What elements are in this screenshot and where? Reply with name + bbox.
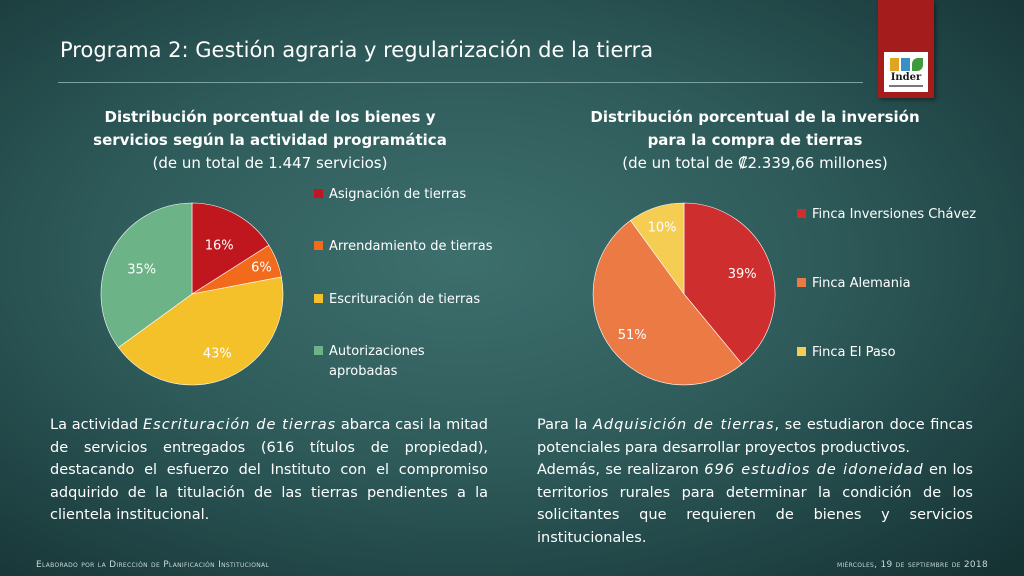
logo-glyph-blue	[900, 57, 910, 71]
left-chart-title-line3: (de un total de 1.447 servicios)	[152, 154, 388, 172]
left-pie-label-3: 43%	[203, 346, 232, 361]
left-legend-text-1: Asignación de tierras	[329, 187, 467, 202]
left-pie-label-2: 6%	[251, 261, 272, 276]
left-chart-title: Distribución porcentual de los bienes y …	[70, 106, 470, 175]
left-description-emphasis: Escrituración de tierras	[143, 417, 337, 433]
title-divider	[58, 82, 863, 83]
right-description-emphasis2: 696 estudios de idoneidad	[704, 462, 924, 478]
right-chart-title-line2: para la compra de tierras	[647, 131, 863, 149]
left-legend-swatch-2	[314, 241, 323, 250]
left-chart-title-line1: Distribución porcentual de los bienes y	[104, 108, 436, 126]
left-pie-slice-1	[191, 202, 270, 295]
right-description-text3: Además, se realizaron	[537, 462, 705, 478]
right-description-text2: , se estudiaron doce fincas potenciales …	[537, 417, 973, 456]
right-pie-label-1: 39%	[728, 267, 757, 282]
right-legend-swatch-3	[797, 347, 806, 356]
left-legend-item-3: Escrituración de tierras	[314, 290, 480, 310]
left-description-text2: abarca casi la mitad de servicios entreg…	[50, 417, 488, 523]
right-legend-item-1: Finca Inversiones Chávez	[797, 205, 976, 225]
left-legend-swatch-1	[314, 189, 323, 198]
right-chart-title: Distribución porcentual de la inversión …	[555, 106, 955, 175]
left-pie-label-1: 16%	[205, 239, 234, 254]
right-pie-label-3: 10%	[648, 220, 677, 235]
logo-underline	[889, 84, 923, 87]
right-legend-text-2: Finca Alemania	[812, 276, 911, 291]
right-description-paragraph2: Además, se realizaron 696 estudios de id…	[537, 459, 973, 549]
right-description-paragraph1: Para la Adquisición de tierras, se estud…	[537, 414, 973, 459]
left-pie-slice-4	[100, 202, 193, 348]
left-legend-item-2: Arrendamiento de tierras	[314, 237, 493, 257]
slide-title: Programa 2: Gestión agraria y regulariza…	[60, 38, 654, 62]
logo-glyph-yellow	[889, 57, 899, 71]
left-legend-item-1: Asignación de tierras	[314, 185, 466, 205]
right-legend-swatch-2	[797, 278, 806, 287]
left-legend-text-4: Autorizaciones aprobadas	[329, 344, 425, 379]
right-legend-swatch-1	[797, 209, 806, 218]
left-legend-swatch-3	[314, 294, 323, 303]
right-description-emphasis1: Adquisición de tierras	[592, 417, 775, 433]
left-description: La actividad Escrituración de tierras ab…	[50, 414, 488, 527]
right-legend-text-1: Finca Inversiones Chávez	[812, 207, 977, 222]
right-legend-item-2: Finca Alemania	[797, 274, 911, 294]
right-legend-text-3: Finca El Paso	[812, 345, 896, 360]
right-chart-title-line1: Distribución porcentual de la inversión	[590, 108, 920, 126]
right-description-text4: en los territorios rurales para determin…	[537, 462, 973, 546]
right-pie-chart: 39% 51% 10%	[592, 202, 776, 386]
logo-tab: Inder	[878, 0, 934, 98]
left-legend-text-2: Arrendamiento de tierras	[329, 239, 493, 254]
left-description-text1: La actividad	[50, 417, 143, 433]
right-legend-item-3: Finca El Paso	[797, 343, 896, 363]
right-pie-label-2: 51%	[618, 328, 647, 343]
logo-text: Inder	[890, 71, 922, 83]
footer-date: miércoles, 19 de septiembre de 2018	[836, 560, 988, 570]
left-pie-slice-3	[117, 276, 284, 386]
inder-logo: Inder	[884, 52, 928, 92]
left-legend-item-4: Autorizaciones aprobadas	[314, 342, 494, 382]
right-description: Para la Adquisición de tierras, se estud…	[537, 414, 973, 549]
right-chart-title-line3: (de un total de ₡2.339,66 millones)	[622, 154, 888, 172]
logo-glyphs	[889, 57, 923, 72]
logo-glyph-leaf	[911, 57, 923, 71]
footer-credit: Elaborado por la Dirección de Planificac…	[36, 560, 270, 570]
left-pie-chart: 16% 6% 43% 35%	[100, 202, 284, 386]
right-description-text1: Para la	[537, 417, 593, 433]
right-pie-slice-1	[683, 202, 776, 365]
left-pie-label-4: 35%	[127, 262, 156, 277]
left-legend-swatch-4	[314, 346, 323, 355]
right-pie-slice-2	[592, 219, 743, 386]
right-pie-slice-3	[630, 202, 685, 295]
left-chart-title-line2: servicios según la actividad programátic…	[93, 131, 447, 149]
left-legend-text-3: Escrituración de tierras	[329, 292, 481, 307]
